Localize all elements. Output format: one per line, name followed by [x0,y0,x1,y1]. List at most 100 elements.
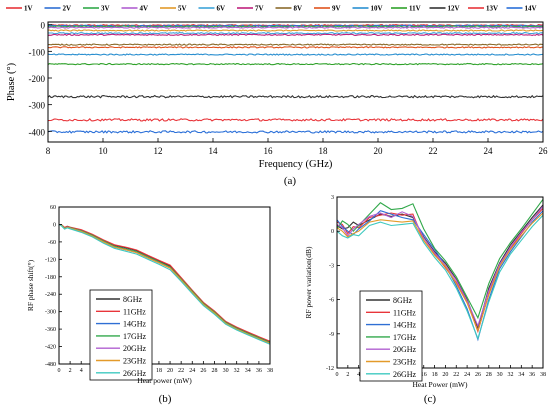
plot-frame [47,21,544,143]
series-line [336,210,544,342]
x-tick-label: 26 [539,146,549,156]
x-tick-label: 22 [429,146,438,156]
legend-label: 3V [101,5,110,13]
x-tick-label: 10 [99,146,109,156]
legend-label: 11V [409,5,421,13]
x-tick-label: 16 [264,146,274,156]
x-tick-label: 20 [442,372,448,378]
x-tick-label: 38 [267,368,273,374]
panel-c: 0246810121416182022242628303234363830-3-… [304,195,546,405]
series-line [47,130,544,134]
x-tick-label: 22 [178,368,184,374]
y-axis-title: RF phase shift(°) [26,259,35,311]
panel-label: (b) [159,393,172,405]
legend-label: 2V [63,5,72,13]
y-tick-label: -9 [329,332,334,338]
legend-label: 5V [178,5,187,13]
x-tick-label: 30 [497,372,503,378]
legend-label: 26GHz [123,369,147,378]
legend-label: 10V [371,5,383,13]
x-tick-label: 0 [336,372,339,378]
legend-label: 20GHz [393,345,417,354]
panel-a: 1V 2V 3V 4V 5V 6V 7V 8V 9V 10V 11V 12V 13V 14V 8 10 12 14… [6,5,549,187]
x-axis-title: Heat power (mW) [137,376,192,385]
legend-label: 14GHz [123,320,147,329]
legend-label: 13V [486,5,498,13]
plot-frame [58,206,271,365]
legend-label: 12V [448,5,460,13]
x-tick-label: 20 [167,368,173,374]
x-tick-label: 18 [432,372,438,378]
series-line [336,214,544,341]
x-tick-label: 24 [484,146,494,156]
legend-label: 8GHz [393,296,413,305]
x-tick-label: 22 [453,372,459,378]
legend-label: 6V [217,5,226,13]
y-tick-label: 60 [50,205,56,211]
series-line [47,94,544,99]
x-tick-label: 20 [374,146,384,156]
series-line [47,29,544,32]
series-line [58,223,271,342]
x-tick-label: 24 [464,372,470,378]
series-line [48,31,544,35]
series-line [336,198,544,320]
x-axis-title: Frequency (GHz) [259,159,333,170]
x-tick-label: 2 [346,372,349,378]
series-line [47,43,544,46]
legend-label: 11GHz [393,308,416,317]
y-tick-label: -60 [48,240,56,246]
y-tick-label: -240 [45,292,56,298]
legend-a: 1V 2V 3V 4V 5V 6V 7V 8V 9V 10V 11V 12V 13V 14V [6,5,537,13]
y-tick-label: -200 [29,74,46,84]
x-tick-label: 8 [46,146,51,156]
x-tick-label: 4 [357,372,360,378]
legend-label: 17GHz [393,333,417,342]
series-line [58,223,271,345]
legend-label: 23GHz [393,358,417,367]
series-line [47,117,544,122]
x-tick-label: 0 [58,368,61,374]
y-axis-title: RF power variation(dB) [304,246,313,319]
x-axis-title: Heat Power (mW) [413,380,468,389]
x-tick-label: 32 [507,372,513,378]
y-tick-label: -420 [45,345,56,351]
y-tick-label: -360 [45,327,56,333]
legend-frame [89,289,153,381]
y-tick-label: -6 [329,298,334,304]
x-tick-label: 30 [223,368,229,374]
y-tick-label: 3 [331,195,334,201]
legend-label: 26GHz [393,370,417,379]
series-line [336,212,544,333]
legend-label: 4V [140,5,149,13]
legend-label: 20GHz [123,344,147,353]
y-tick-label: -300 [45,310,56,316]
y-tick-label: 0 [53,222,56,228]
y-tick-label: -120 [45,257,56,263]
y-tick-label: -300 [29,101,46,111]
x-tick-label: 18 [319,146,329,156]
plot-frame [336,196,544,369]
y-tick-label: -12 [326,366,334,372]
legend-label: 8GHz [123,295,143,304]
x-tick-label: 2 [69,368,72,374]
x-tick-label: 34 [245,368,251,374]
x-tick-label: 14 [209,146,219,156]
x-tick-label: 34 [518,372,524,378]
x-tick-label: 12 [154,146,163,156]
legend-label: 23GHz [123,357,147,366]
legend-label: 14GHz [393,321,417,330]
y-tick-label: -3 [329,263,334,269]
y-axis-title: Phase (°) [6,62,17,101]
y-tick-label: -180 [45,275,56,281]
legend: 8GHz 11GHz 14GHz 17GHz 20GHz 23GHz 26GHz [359,290,423,382]
series-line [47,33,544,37]
legend-label: 14V [525,5,537,13]
series-line [48,26,544,29]
x-tick-label: 28 [486,372,492,378]
x-tick-label: 26 [200,368,206,374]
x-tick-label: 18 [156,368,162,374]
legend: 8GHz 11GHz 14GHz 17GHz 20GHz 23GHz 26GHz [89,289,153,381]
legend-frame [359,290,423,382]
